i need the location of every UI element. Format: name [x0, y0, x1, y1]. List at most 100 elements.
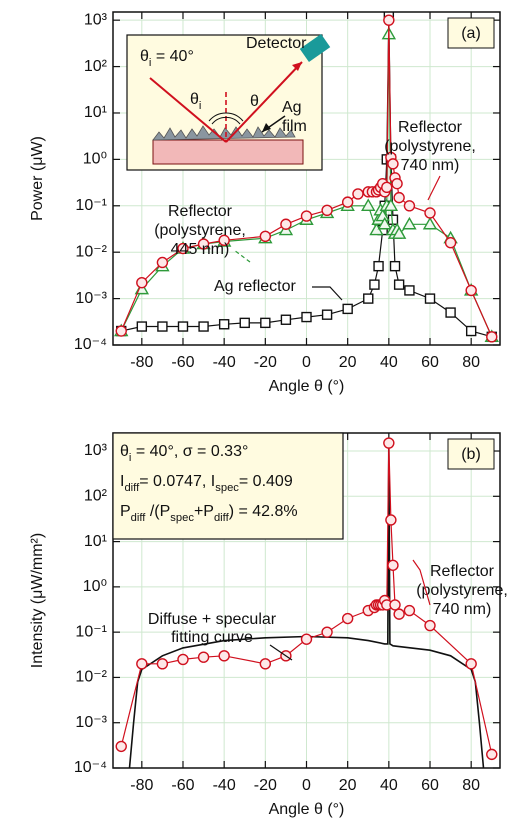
point: [383, 198, 399, 211]
point: [385, 514, 397, 526]
point: [115, 325, 127, 337]
y-tick-label: 10⁻²: [75, 243, 107, 260]
x-tick-label: -60: [171, 777, 194, 794]
x-axis-title: Angle θ (°): [269, 378, 345, 395]
annotation: (polystyrene,: [416, 582, 508, 599]
angle-arc: [211, 116, 241, 125]
x-tick-label: 60: [421, 777, 439, 794]
point: [321, 309, 333, 320]
annotation: fitting curve: [171, 629, 253, 646]
point: [403, 200, 416, 212]
point: [391, 177, 403, 190]
y-tick-label: 10⁻²: [75, 669, 107, 686]
info-line-part: i: [129, 452, 132, 464]
point: [377, 216, 392, 230]
point: [115, 740, 127, 753]
point: [300, 633, 313, 645]
inset-label: θi: [190, 91, 201, 112]
x-tick-label: 60: [421, 354, 439, 371]
point: [280, 314, 292, 325]
annotation: Ag reflector: [214, 278, 296, 295]
point: [156, 658, 169, 670]
y-tick-label: 10¹: [84, 104, 107, 121]
point: [177, 653, 189, 666]
point: [341, 612, 354, 625]
reflected-ray: [225, 61, 303, 143]
x-tick-label: 40: [380, 354, 398, 371]
point: [342, 303, 353, 315]
incident-ray: [149, 77, 227, 143]
leader-line: [412, 559, 431, 606]
annotation: 445 nm): [171, 241, 230, 258]
x-tick-label: 0: [302, 777, 311, 794]
x-tick-label: -60: [171, 354, 194, 371]
y-axis-title: Intensity (μW/mm²): [29, 533, 46, 668]
leader-line: [427, 175, 441, 201]
angle-arc: [208, 112, 244, 122]
point: [389, 260, 401, 272]
inset-label-part: i: [149, 57, 152, 69]
info-line-part: I: [120, 473, 124, 490]
info-line: Idiff= 0.0747, Ispec= 0.409: [120, 473, 293, 494]
point: [259, 658, 272, 670]
inset-label: film: [282, 118, 307, 135]
point: [218, 319, 230, 330]
annotation: Reflector: [430, 563, 495, 580]
x-tick-label: 20: [339, 777, 357, 794]
point: [280, 218, 292, 230]
ray-arrow: [292, 62, 302, 71]
point: [465, 658, 477, 670]
ag-film: [152, 125, 296, 141]
panel-label: (a): [461, 25, 481, 42]
point: [321, 204, 333, 216]
y-tick-label: 10²: [84, 488, 108, 505]
x-tick-label: 0: [302, 354, 311, 371]
point: [341, 196, 354, 208]
point: [177, 242, 189, 255]
annotation: (polystyrene,: [154, 222, 246, 239]
point: [402, 216, 417, 230]
point: [387, 158, 399, 170]
point: [444, 237, 457, 249]
info-line-part: = 0.0747, I: [139, 473, 215, 490]
info-line-part: = 0.409: [239, 473, 293, 490]
annotation: Reflector: [398, 119, 463, 136]
point: [136, 658, 148, 670]
inset-label: Ag: [282, 99, 302, 116]
point: [387, 559, 399, 571]
point: [218, 650, 230, 662]
inset-label-part: θ: [190, 91, 199, 108]
annotation: Reflector: [168, 203, 233, 220]
annotation: 740 nm): [433, 601, 492, 618]
point: [301, 311, 312, 323]
point: [197, 651, 210, 663]
point: [381, 181, 393, 194]
point: [369, 279, 380, 290]
point: [239, 317, 250, 329]
info-line-part: diff: [131, 512, 147, 524]
info-line-part: /(P: [145, 503, 170, 520]
point: [136, 277, 148, 289]
point: [259, 230, 272, 243]
x-tick-label: 40: [380, 777, 398, 794]
info-line-part: θ: [120, 443, 129, 460]
point: [465, 325, 477, 337]
point: [393, 279, 405, 290]
y-tick-label: 10⁻¹: [75, 197, 107, 214]
point: [352, 188, 364, 200]
info-line: Pdiff /(Pspec+Pdiff) = 42.8%: [120, 503, 298, 524]
x-tick-label: -40: [213, 777, 236, 794]
point: [218, 234, 230, 247]
y-tick-label: 10⁰: [83, 578, 107, 595]
point: [363, 293, 374, 304]
y-tick-label: 10³: [84, 11, 108, 28]
point: [403, 604, 416, 617]
info-line-part: +P: [194, 503, 214, 520]
point: [373, 260, 384, 272]
point: [157, 321, 168, 332]
point: [383, 437, 395, 449]
y-tick-label: 10⁻³: [75, 290, 107, 307]
annotation: (polystyrene,: [384, 138, 476, 155]
point: [177, 321, 189, 332]
